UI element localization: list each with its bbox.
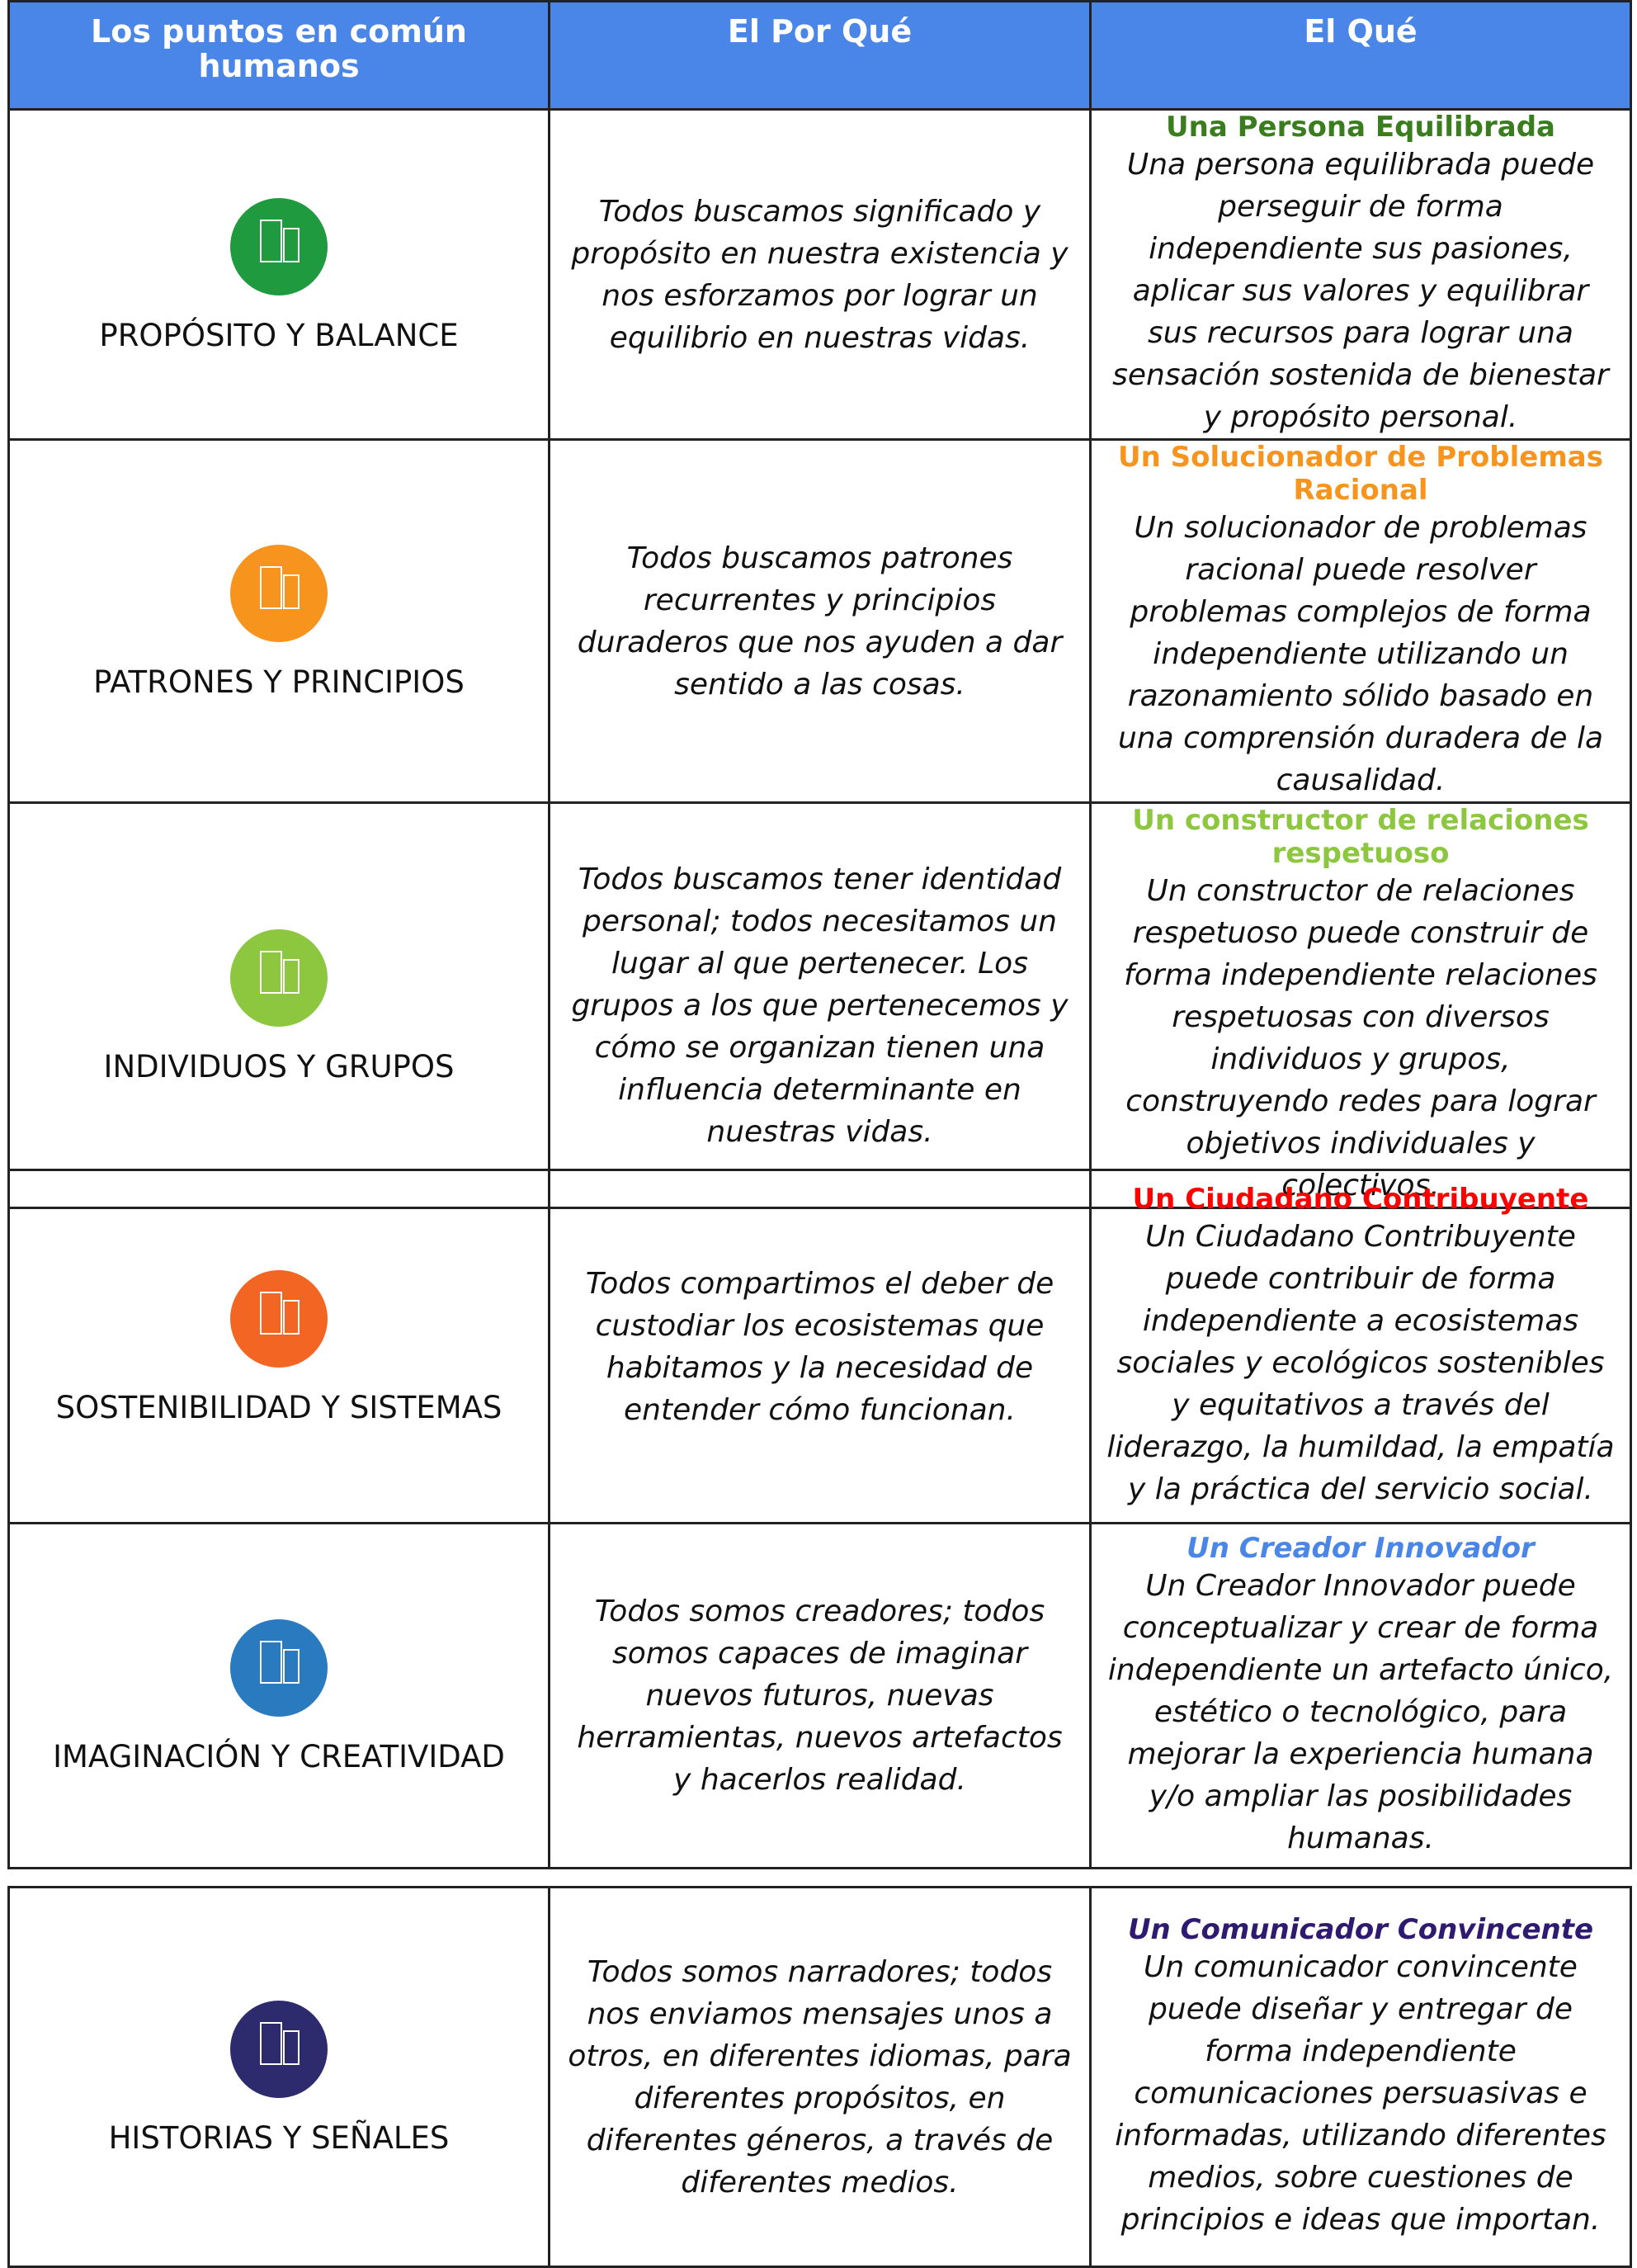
common-name: HISTORIAS Y SEÑALES: [108, 2120, 450, 2156]
row: PROPÓSITO Y BALANCE Todos buscamos signif…: [7, 108, 1632, 441]
label-cell: SOSTENIBILIDAD Y SISTEMAS: [7, 1169, 550, 1524]
label-cell: INDIVIDUOS Y GRUPOS: [7, 801, 550, 1209]
why-cell: Todos buscamos patrones recurrentes y pr…: [548, 438, 1092, 804]
what-text: Un Creador Innovador puede conceptualiza…: [1107, 1569, 1614, 1855]
table: HISTORIAS Y SEÑALES Todos somos narradore…: [7, 1886, 1632, 2268]
common-name: IMAGINACIÓN Y CREATIVIDAD: [53, 1739, 505, 1774]
what-text: Un Ciudadano Contribuyente puede contrib…: [1106, 1220, 1615, 1506]
row: HISTORIAS Y SEÑALES Todos somos narradore…: [7, 1886, 1632, 2268]
why-cell: Todos somos narradores; todos nos enviam…: [548, 1886, 1092, 2268]
icon: [229, 543, 329, 644]
header-cell: El Qué: [1089, 0, 1632, 111]
what-cell: Un Ciudadano Contribuyente Un Ciudadano C…: [1089, 1169, 1632, 1524]
what-text: Un constructor de relaciones respetuoso …: [1124, 874, 1597, 1203]
what-cell: Un Creador Innovador Un Creador Innovador…: [1089, 1522, 1632, 1869]
what-title: Un Ciudadano Contribuyente: [1132, 1183, 1589, 1216]
label-cell: PATRONES Y PRINCIPIOS: [7, 438, 550, 804]
common-name: INDIVIDUOS Y GRUPOS: [103, 1048, 455, 1084]
icon: [229, 1999, 329, 2100]
what-cell: Un constructor de relaciones respetuoso U…: [1089, 801, 1632, 1209]
label-cell: IMAGINACIÓN Y CREATIVIDAD: [7, 1522, 550, 1869]
common-name: SOSTENIBILIDAD Y SISTEMAS: [55, 1390, 502, 1425]
header-cell: El Por Qué: [548, 0, 1092, 111]
what-text: Una persona equilibrada puede perseguir …: [1112, 148, 1609, 434]
what-title: Un constructor de relaciones respetuoso: [1132, 804, 1589, 870]
what-title: Un Comunicador Convincente: [1127, 1913, 1594, 1946]
table: Los puntos en común humanos El Por Qué El …: [7, 0, 1632, 1209]
what-text: Un comunicador convincente puede diseñar…: [1115, 1950, 1606, 2237]
what-title: Una Persona Equilibrada: [1166, 111, 1555, 144]
row: IMAGINACIÓN Y CREATIVIDAD Todos somos cre…: [7, 1522, 1632, 1869]
common-name: PATRONES Y PRINCIPIOS: [93, 664, 465, 700]
what-title: Un Creador Innovador: [1186, 1532, 1535, 1565]
row: PATRONES Y PRINCIPIOS Todos buscamos patr…: [7, 438, 1632, 804]
what-cell: Un Comunicador Convincente Un comunicador…: [1089, 1886, 1632, 2268]
row: INDIVIDUOS Y GRUPOS Todos buscamos tener …: [7, 801, 1632, 1209]
table: SOSTENIBILIDAD Y SISTEMAS Todos compartim…: [7, 1169, 1632, 1869]
what-text: Un solucionador de problemas racional pu…: [1117, 511, 1604, 797]
row: SOSTENIBILIDAD Y SISTEMAS Todos compartim…: [7, 1169, 1632, 1524]
what-title: Un Solucionador de Problemas Racional: [1118, 441, 1603, 507]
why-cell: Todos somos creadores; todos somos capac…: [548, 1522, 1092, 1869]
common-name: PROPÓSITO Y BALANCE: [99, 318, 459, 353]
why-cell: Todos compartimos el deber de custodiar …: [548, 1169, 1092, 1524]
icon: [229, 196, 329, 297]
why-cell: Todos buscamos tener identidad personal;…: [548, 801, 1092, 1209]
header-row: Los puntos en común humanos El Por Qué El …: [7, 0, 1632, 111]
icon: [229, 1618, 329, 1718]
icon: [229, 927, 329, 1028]
label-cell: HISTORIAS Y SEÑALES: [7, 1886, 550, 2268]
label-cell: PROPÓSITO Y BALANCE: [7, 108, 550, 441]
what-cell: Un Solucionador de Problemas Racional Un …: [1089, 438, 1632, 804]
what-cell: Una Persona Equilibrada Una persona equil…: [1089, 108, 1632, 441]
icon: [229, 1269, 329, 1369]
why-cell: Todos buscamos significado y propósito e…: [548, 108, 1092, 441]
header-cell: Los puntos en común humanos: [7, 0, 550, 111]
